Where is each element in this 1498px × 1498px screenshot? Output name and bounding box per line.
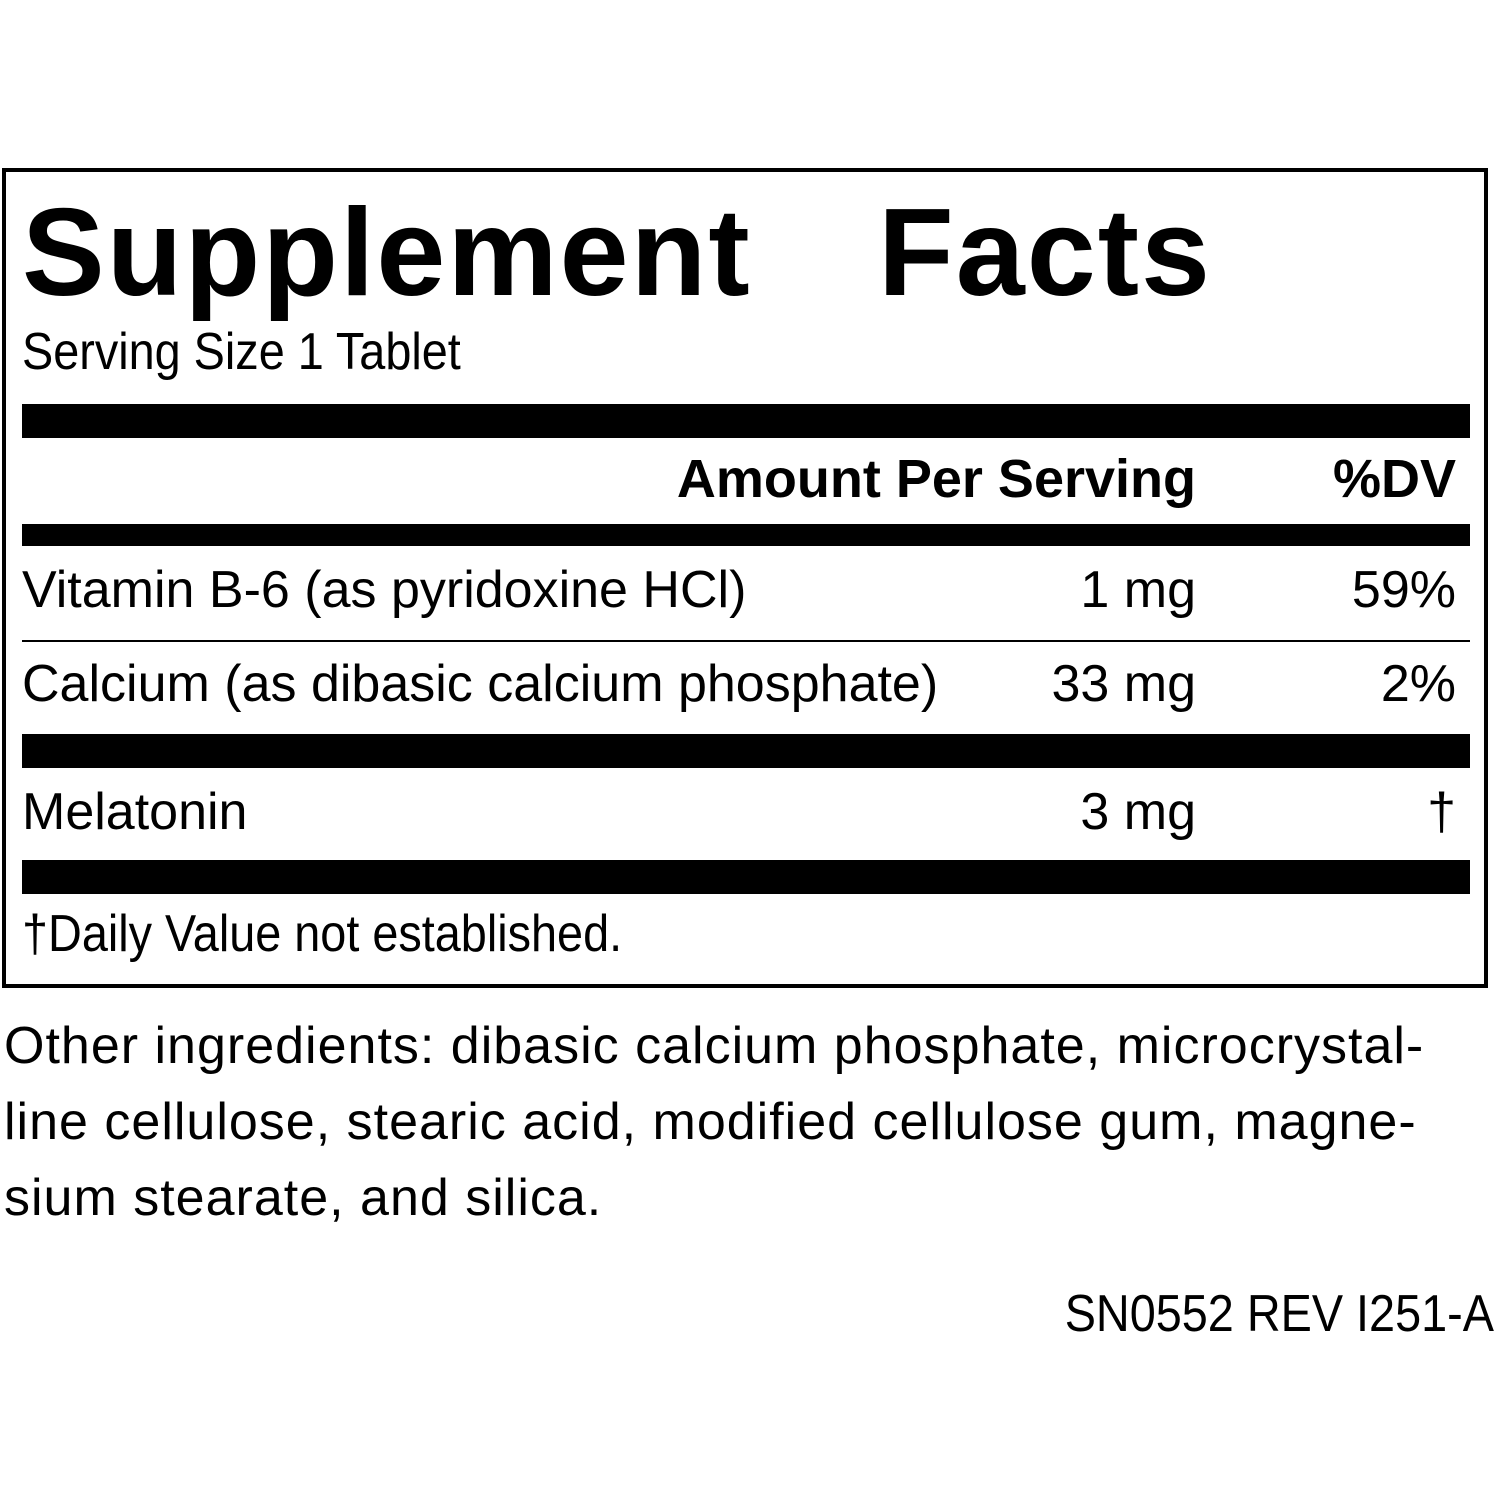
serving-size: Serving Size 1 Tablet xyxy=(22,323,461,381)
daily-value: † xyxy=(1427,783,1456,841)
title: Supplement Facts xyxy=(22,184,1212,322)
nutrient-name: Melatonin xyxy=(22,783,248,841)
rule xyxy=(22,734,1470,768)
amount: 33 mg xyxy=(1051,655,1196,713)
rule xyxy=(22,860,1470,894)
other-ingredients: Other ingredients: dibasic calcium phosp… xyxy=(4,1017,1425,1227)
daily-value: 2% xyxy=(1380,655,1456,713)
code: SN0552 REV I251-A xyxy=(1064,1285,1494,1343)
amount-header: Amount Per Serving xyxy=(676,449,1196,509)
amount: 3 mg xyxy=(1080,783,1196,841)
footnote: †Daily Value not established. xyxy=(22,905,623,963)
rule xyxy=(22,524,1470,546)
amount: 1 mg xyxy=(1080,561,1196,619)
nutrient-name: Calcium (as dibasic calcium phosphate) xyxy=(22,655,939,713)
rule xyxy=(22,404,1470,438)
rule xyxy=(22,640,1470,642)
dv-header: %DV xyxy=(1332,449,1456,509)
nutrient-name: Vitamin B-6 (as pyridoxine HCl) xyxy=(22,561,747,619)
facts-panel: Supplement Facts Serving Size 1 Tablet A… xyxy=(2,168,1488,988)
daily-value: 59% xyxy=(1351,561,1456,619)
